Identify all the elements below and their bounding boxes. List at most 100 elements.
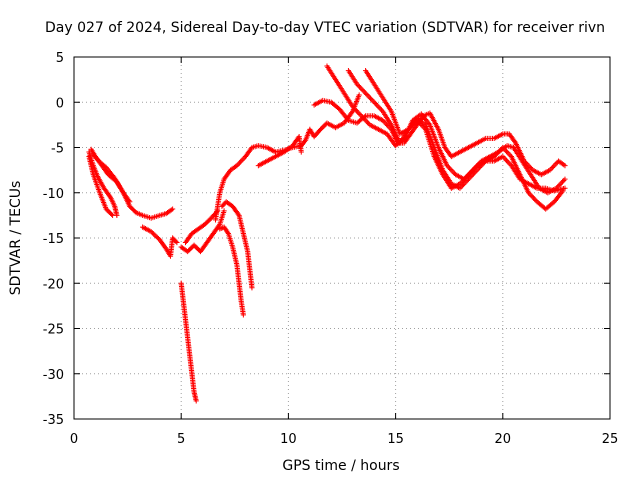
data-point (365, 93, 371, 99)
data-point (240, 156, 246, 162)
data-point (360, 88, 366, 94)
data-point (505, 159, 511, 165)
data-point (193, 398, 199, 404)
data-point (149, 230, 156, 236)
data-point (550, 200, 556, 206)
data-point (506, 151, 512, 157)
data-point (559, 179, 566, 185)
data-point (558, 180, 564, 186)
data-point (240, 312, 246, 318)
data-point (562, 163, 568, 169)
data-point (371, 99, 377, 105)
data-point (132, 209, 138, 215)
data-point (356, 84, 363, 90)
data-point (170, 206, 176, 212)
data-point (530, 195, 537, 201)
data-point (239, 157, 245, 164)
data-point (367, 95, 374, 101)
y-tick-label: 5 (56, 51, 64, 66)
data-point (532, 196, 538, 202)
data-point (552, 162, 558, 168)
data-point (152, 232, 158, 238)
y-tick-label: -5 (51, 142, 64, 157)
data-point (109, 212, 116, 218)
data-point (446, 165, 453, 171)
y-axis-label: SDTVAR / TECUs (8, 181, 24, 296)
x-tick-label: 5 (177, 432, 185, 447)
data-point (174, 239, 180, 246)
data-point (449, 168, 455, 174)
data-point (221, 208, 227, 214)
y-tick-label: -30 (43, 368, 64, 383)
chart-title: Day 027 of 2024, Sidereal Day-to-day VTE… (45, 20, 605, 36)
data-point (506, 160, 512, 166)
data-point (501, 155, 507, 161)
data-point (375, 103, 381, 109)
y-tick-label: -25 (43, 323, 64, 338)
data-point (557, 181, 563, 187)
y-tick-label: -15 (43, 232, 64, 247)
data-point (362, 90, 369, 96)
data-point (450, 169, 456, 175)
data-point (298, 149, 304, 155)
data-point (364, 119, 371, 125)
data-point (377, 106, 383, 112)
data-point (372, 100, 378, 107)
data-point (358, 85, 364, 91)
data-point (236, 160, 242, 166)
x-tick-label: 15 (387, 432, 404, 447)
data-point (148, 229, 154, 235)
x-tick-label: 0 (70, 432, 78, 447)
data-point (369, 97, 375, 103)
data-point (505, 150, 511, 156)
series-pass-climb-b (255, 134, 304, 169)
series-pass-early-d (90, 152, 133, 205)
x-tick-label: 10 (280, 432, 297, 447)
series-pass-drop-b (217, 224, 246, 318)
grid (74, 57, 610, 419)
data-point (503, 157, 510, 164)
y-tick-label: -20 (43, 277, 64, 292)
data-point (529, 194, 535, 200)
data-point (238, 159, 244, 165)
data-point (549, 164, 556, 171)
x-tick-label: 20 (495, 432, 512, 447)
data-point (448, 166, 454, 173)
data-point (533, 197, 539, 204)
data-point (374, 102, 380, 108)
y-tick-label: 0 (56, 96, 64, 111)
series-pass-plunge (178, 280, 199, 404)
data-point (366, 94, 372, 100)
data-point (108, 211, 115, 217)
series-pass-mid-rise (182, 208, 221, 246)
data-point (96, 158, 102, 164)
series-pass-early-b (86, 149, 120, 218)
data-point (361, 89, 367, 95)
data-point (151, 231, 157, 237)
axis-ticks: 0 5 10 15 20 25 5 0 -5 -10 -15 -20 -25 -30 -35 (43, 51, 619, 447)
data-point (154, 234, 160, 241)
data-point (370, 98, 376, 104)
series-pass-mid-dip (178, 208, 227, 255)
data-point (336, 105, 342, 112)
x-axis-label: GPS time / hours (282, 458, 399, 474)
data-point (376, 104, 382, 111)
data-point (127, 199, 133, 205)
series-pass-drop-c (219, 199, 255, 291)
data-point (153, 233, 159, 239)
series-pass-mid-low (140, 224, 180, 259)
series-pass-midday-d (362, 67, 568, 194)
data-point (356, 110, 362, 116)
data-point (562, 185, 568, 191)
data-point (561, 177, 567, 184)
x-tick-label: 25 (602, 432, 619, 447)
data-point (359, 86, 365, 92)
data-point (551, 163, 557, 169)
data-point (249, 285, 255, 291)
data-point (528, 192, 534, 198)
y-tick-label: -10 (43, 187, 64, 202)
data-point (364, 91, 370, 98)
data-point (356, 92, 362, 98)
data-point (173, 238, 179, 244)
